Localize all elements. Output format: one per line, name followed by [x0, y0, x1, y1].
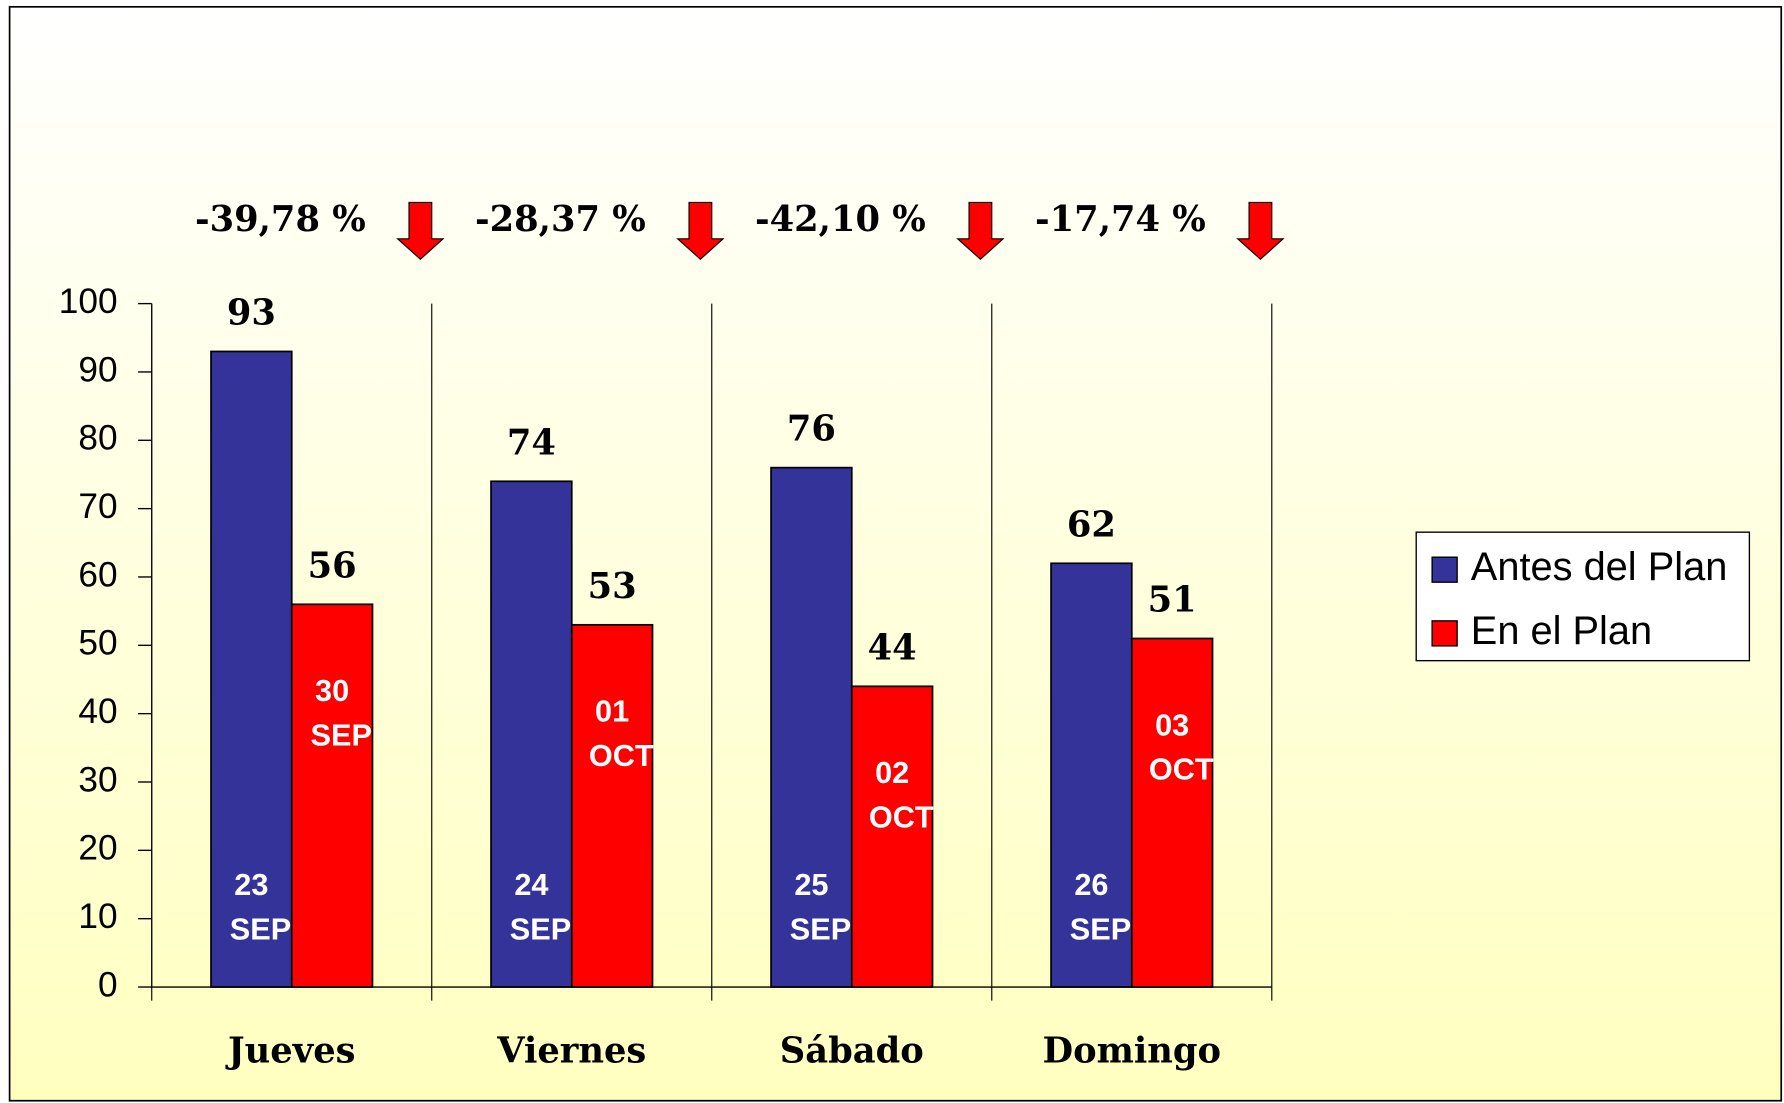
date-label: 25 — [794, 867, 828, 902]
down-arrow — [676, 201, 725, 261]
date-label: 26 — [1074, 867, 1108, 902]
date-label: 30 — [315, 673, 349, 708]
date-label: 01 — [595, 694, 629, 729]
y-tick-label: 90 — [78, 350, 117, 389]
legend-label: Antes del Plan — [1471, 545, 1728, 589]
y-tick-label: 10 — [78, 897, 117, 936]
date-label: 24 — [514, 867, 548, 902]
down-arrow — [956, 201, 1005, 261]
change-annotation: -17,74 % — [1035, 199, 1206, 240]
x-tick-label: Sábado — [780, 1030, 924, 1071]
value-label: 44 — [868, 627, 917, 668]
legend-box — [1415, 531, 1751, 662]
change-annotation: -28,37 % — [475, 199, 646, 240]
y-tick-label: 30 — [78, 760, 117, 799]
date-label: 03 — [1155, 707, 1189, 742]
legend-label: En el Plan — [1471, 609, 1652, 653]
bar — [490, 480, 573, 988]
x-tick-label: Viernes — [496, 1030, 646, 1071]
value-label: 76 — [787, 409, 836, 450]
value-label: 62 — [1067, 504, 1116, 545]
y-tick-label: 100 — [59, 282, 118, 321]
date-label: OCT — [1149, 752, 1214, 787]
date-label: 23 — [234, 867, 268, 902]
value-label: 56 — [308, 545, 357, 586]
value-label: 74 — [507, 422, 556, 463]
bar — [290, 603, 374, 988]
bar — [1050, 562, 1133, 988]
y-tick-label: 40 — [78, 692, 117, 731]
bar — [210, 350, 293, 988]
value-label: 93 — [227, 293, 276, 334]
legend-swatch — [1431, 556, 1458, 583]
change-annotation: -42,10 % — [755, 199, 926, 240]
date-label: OCT — [869, 799, 934, 834]
change-annotation: -39,78 % — [195, 199, 366, 240]
y-tick-label: 70 — [78, 487, 117, 526]
y-tick-label: 0 — [98, 965, 118, 1004]
bar — [770, 466, 853, 988]
value-label: 53 — [588, 566, 637, 607]
down-arrow — [1236, 201, 1285, 261]
bar — [570, 623, 654, 988]
y-tick-label: 50 — [78, 624, 117, 663]
value-label: 51 — [1148, 580, 1197, 621]
x-tick-label: Domingo — [1043, 1030, 1222, 1071]
date-label: 02 — [875, 755, 909, 790]
date-label: SEP — [790, 911, 851, 946]
bar — [850, 685, 934, 988]
y-tick-label: 80 — [78, 419, 117, 458]
date-label: OCT — [589, 738, 654, 773]
y-tick-label: 20 — [78, 829, 117, 868]
date-label: SEP — [510, 911, 571, 946]
legend-swatch — [1431, 620, 1458, 647]
date-label: SEP — [311, 717, 372, 752]
date-label: SEP — [1070, 911, 1131, 946]
bar — [1130, 637, 1214, 988]
down-arrow — [396, 201, 445, 261]
y-tick-label: 60 — [78, 555, 117, 594]
x-tick-label: Jueves — [225, 1030, 355, 1071]
date-label: SEP — [230, 911, 291, 946]
